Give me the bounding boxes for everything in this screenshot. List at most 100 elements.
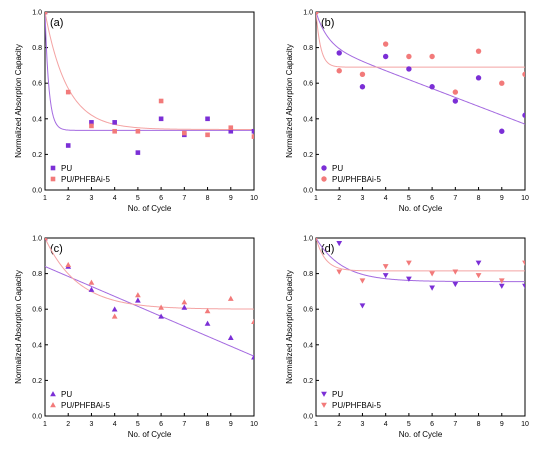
x-tick-label: 2 [66, 195, 70, 202]
plot-frame [44, 237, 255, 417]
data-point-phfbai [204, 308, 211, 314]
data-point-pu [359, 84, 366, 90]
y-tick-label: 0.6 [303, 81, 313, 88]
data-point-pu [406, 276, 412, 282]
panel-label: (a) [50, 17, 63, 29]
x-tick-label: 9 [229, 421, 233, 428]
data-point-phfbai [429, 53, 435, 60]
data-point-pu [336, 241, 343, 247]
data-point-pu [88, 286, 95, 292]
y-tick-label: 0.2 [32, 152, 42, 159]
panel-label: (b) [321, 17, 334, 29]
y-tick-label: 0.2 [303, 378, 313, 385]
y-tick-label: 0.8 [303, 45, 313, 52]
plot-area [316, 12, 525, 134]
data-point-phfbai [45, 238, 48, 241]
x-tick-label: 9 [500, 195, 504, 202]
y-tick-label: 0.8 [303, 271, 313, 278]
x-tick-label: 10 [521, 421, 529, 428]
x-tick-label: 3 [89, 195, 93, 202]
y-tick-label: 1.0 [32, 10, 42, 17]
legend-label: PU [61, 390, 72, 399]
data-point-pu [251, 128, 254, 134]
x-axis-label: No. of Cycle [399, 204, 443, 213]
x-axis-label: No. of Cycle [128, 204, 172, 213]
x-tick-label: 3 [89, 421, 93, 428]
data-point-phfbai [429, 271, 435, 277]
chart-panel-4: 1 2 3 4 5 6 7 8 9 10 0.0 0.2 0.4 0.6 0.8 1.0 No. of Cycl… [285, 236, 529, 440]
fit-curve-phfbai [316, 238, 525, 272]
plot-frame [315, 11, 526, 191]
data-point-phfbai [135, 292, 141, 298]
data-point-phfbai [406, 260, 412, 266]
data-point-phfbai [522, 71, 525, 77]
x-tick-label: 10 [250, 421, 258, 428]
x-tick-label: 10 [250, 195, 258, 202]
data-point-pu [181, 304, 188, 310]
data-point-phfbai [88, 279, 95, 285]
x-tick-label: 5 [407, 421, 411, 428]
y-tick-label: 0.4 [32, 116, 42, 123]
x-tick-label: 6 [159, 195, 163, 202]
y-tick-label: 1.0 [32, 236, 42, 243]
data-point-phfbai [251, 318, 254, 324]
data-point-pu [452, 281, 459, 288]
data-point-pu [251, 354, 254, 360]
y-tick-label: 0.0 [303, 188, 313, 195]
legend-marker [321, 402, 327, 408]
data-point-phfbai [89, 123, 94, 129]
x-tick-label: 1 [314, 195, 318, 202]
y-axis-label: Normalized Absorption Capacity [285, 270, 294, 384]
legend-label: PU/PHFBAi-5 [332, 175, 381, 184]
legend-label: PU [332, 164, 343, 173]
data-point-pu [135, 150, 141, 155]
legend-marker [50, 176, 56, 182]
data-point-pu [135, 297, 141, 303]
data-point-pu [204, 320, 211, 326]
data-point-phfbai [182, 130, 187, 136]
x-tick-label: 1 [43, 195, 47, 202]
fit-curve-phfbai [45, 12, 254, 130]
data-point-phfbai [452, 89, 459, 95]
x-tick-label: 1 [43, 421, 47, 428]
data-point-pu [475, 260, 482, 266]
data-point-phfbai [65, 261, 72, 267]
y-axis-label: Normalized Absorption Capacity [285, 44, 294, 158]
data-point-phfbai [316, 238, 318, 241]
data-point-pu [498, 283, 505, 289]
y-tick-label: 0.4 [32, 342, 42, 349]
plot-area [316, 238, 525, 309]
x-tick-label: 9 [229, 195, 233, 202]
x-tick-label: 4 [113, 421, 117, 428]
legend-marker [321, 165, 327, 171]
x-tick-label: 5 [407, 195, 411, 202]
legend-label: PU [61, 164, 72, 173]
x-tick-label: 8 [477, 195, 481, 202]
data-point-phfbai [135, 128, 141, 134]
data-point-phfbai [111, 313, 118, 319]
y-tick-label: 0.2 [303, 152, 313, 159]
y-tick-label: 0.6 [32, 81, 42, 88]
y-axis-label: Normalized Absorption Capacity [14, 270, 23, 384]
legend-label: PU/PHFBAi-5 [332, 401, 381, 410]
plot-frame [44, 11, 255, 191]
data-point-pu [158, 116, 164, 122]
legend-label: PU/PHFBAi-5 [61, 401, 110, 410]
x-tick-label: 4 [384, 195, 388, 202]
x-tick-label: 2 [337, 195, 341, 202]
data-point-pu [475, 75, 482, 81]
y-tick-label: 0.8 [32, 45, 42, 52]
data-point-pu [228, 128, 234, 134]
y-tick-label: 0.0 [32, 414, 42, 421]
chart-panel-1: 1 2 3 4 5 6 7 8 9 10 0.0 0.2 0.4 0.6 0.8 1.0 No. of Cycl… [14, 10, 258, 214]
y-tick-label: 0.0 [303, 414, 313, 421]
y-tick-label: 0.6 [303, 307, 313, 314]
data-point-phfbai [205, 132, 210, 138]
x-axis-label: No. of Cycle [399, 430, 443, 439]
fit-curve-pu [45, 266, 254, 357]
data-point-phfbai [359, 71, 366, 78]
x-tick-label: 3 [360, 421, 364, 428]
fit-curve-phfbai [316, 12, 525, 68]
data-point-pu [112, 120, 117, 125]
